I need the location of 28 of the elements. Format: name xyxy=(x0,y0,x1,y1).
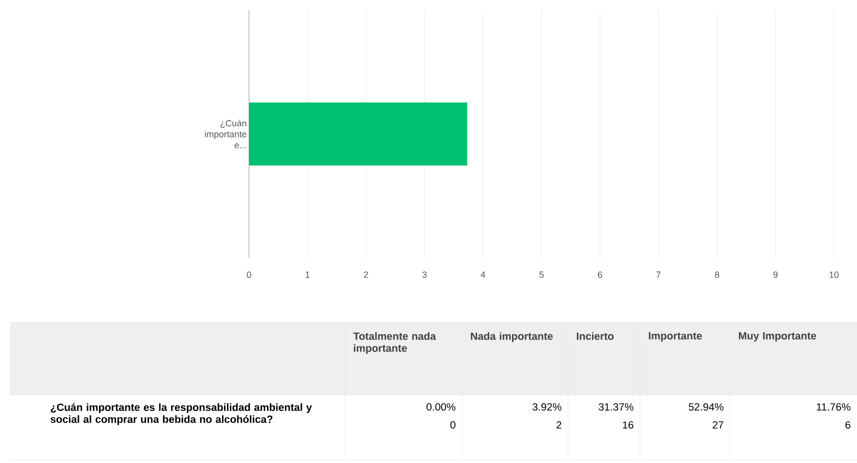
text: 0.00% xyxy=(426,403,456,411)
x-tick-label: 6 xyxy=(598,272,602,278)
x-tick-label: 1 xyxy=(306,272,310,278)
text: Importante xyxy=(648,332,702,342)
x-tick-label: 7 xyxy=(656,272,661,278)
x-tick-label: 0 xyxy=(246,272,252,278)
text: 6 xyxy=(846,421,850,429)
text: 16 xyxy=(622,421,634,429)
text: 31.37% xyxy=(598,403,634,411)
x-tick-label: 3 xyxy=(422,272,427,278)
x-tick-label: 9 xyxy=(773,272,778,278)
x-tick-label: 5 xyxy=(539,272,544,278)
text: 52.94% xyxy=(688,403,724,411)
x-tick-label: 2 xyxy=(364,272,368,278)
text: 27 xyxy=(712,421,724,429)
text: ¿Cuán importante es la responsabilidad ambiental y social al comprar una bebida no alcohólica? xyxy=(50,403,312,425)
x-tick-label: 8 xyxy=(714,272,720,278)
text: Incierto xyxy=(576,332,614,340)
x-tick-label: 4 xyxy=(480,272,486,278)
text: Nada importante xyxy=(470,332,553,342)
text: 3.92% xyxy=(532,403,562,411)
text: Muy Importante xyxy=(738,332,816,342)
text: 2 xyxy=(556,421,562,429)
text: Totalmente nada importante xyxy=(353,332,436,354)
x-tick-label: 10 xyxy=(830,272,839,278)
text: 11.76% xyxy=(816,403,850,411)
text: 0 xyxy=(450,421,456,429)
y-tick-label: ¿Cuán importante e... xyxy=(205,120,246,148)
